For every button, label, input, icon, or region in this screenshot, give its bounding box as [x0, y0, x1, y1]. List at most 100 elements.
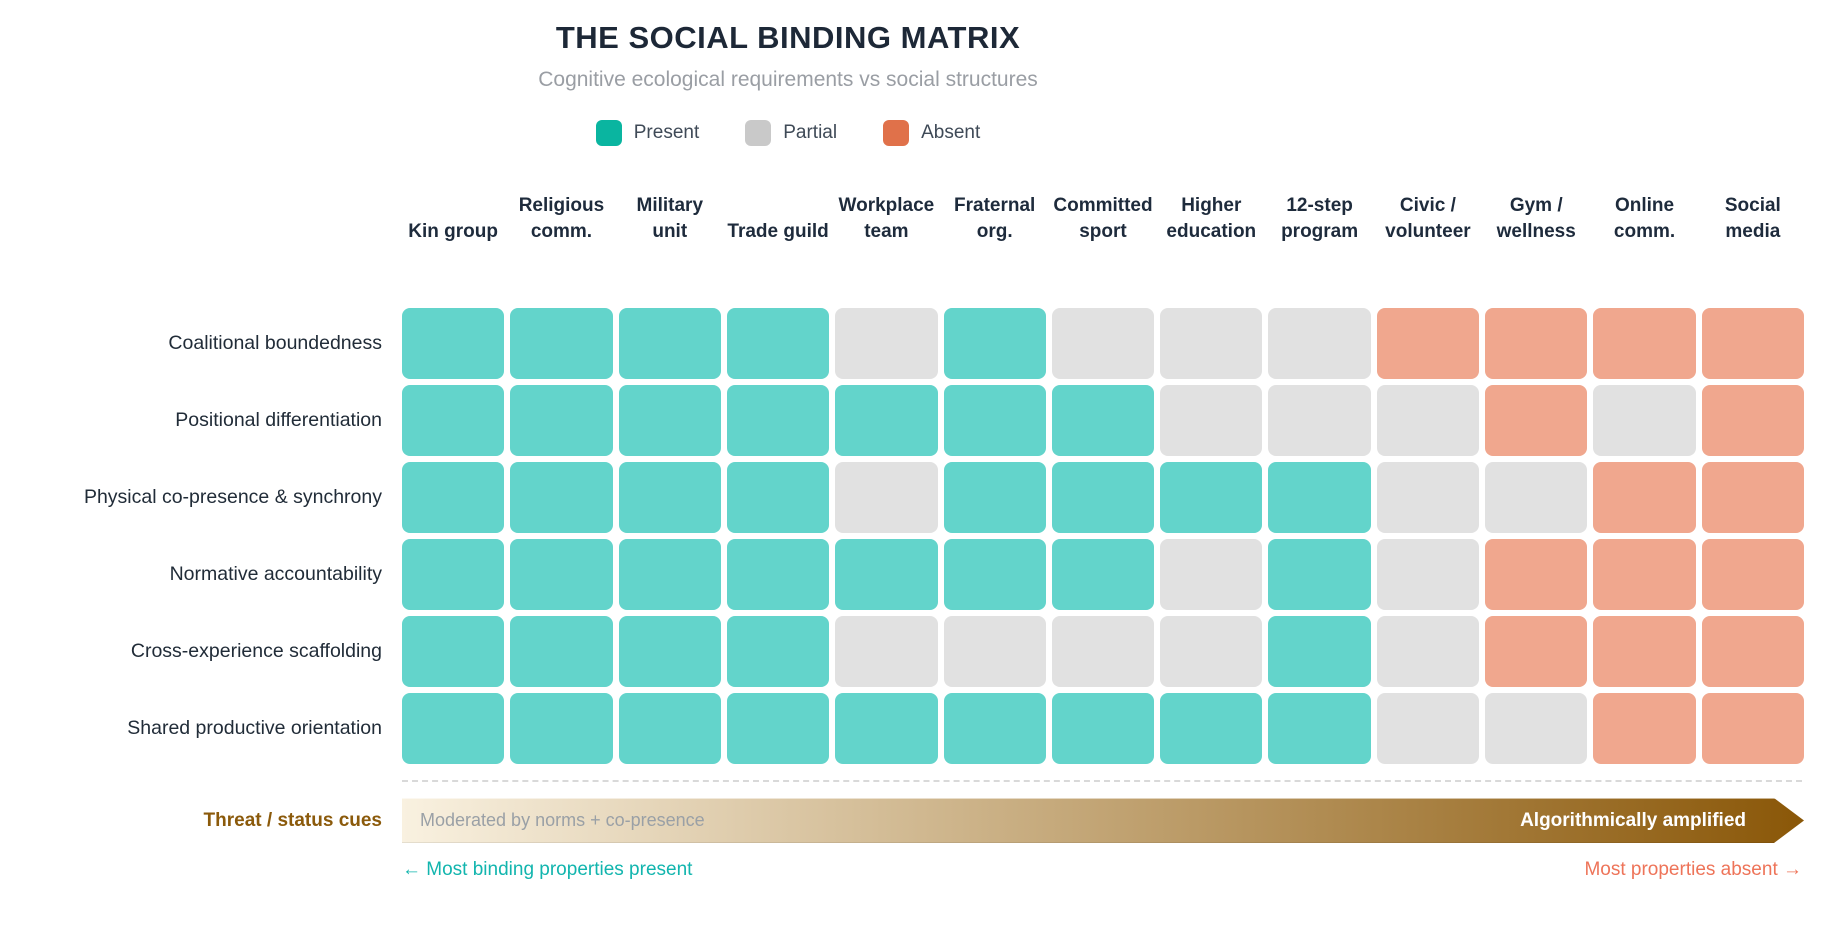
matrix-cell-present [1268, 539, 1371, 610]
legend-item-present: Present [595, 120, 700, 146]
legend-item-partial: Partial [745, 120, 837, 146]
footnote-most-binding: ← Most binding properties present [402, 859, 693, 880]
column-header: Social media [1724, 194, 1781, 243]
matrix-cell-partial [1376, 616, 1480, 687]
matrix-cell-present [726, 539, 830, 610]
matrix-cell-present [510, 616, 613, 687]
matrix-cell-present [1268, 693, 1371, 764]
footnotes: ← Most binding properties present Most p… [402, 859, 1802, 881]
column-header: Online comm. [1613, 194, 1676, 243]
matrix-cell-absent [1485, 539, 1588, 610]
row-label: Positional differentiation [175, 408, 382, 431]
matrix-cell-absent [1593, 693, 1696, 764]
matrix-cell-present [402, 308, 505, 379]
matrix-cell-present [402, 616, 505, 687]
matrix-cell-absent [1701, 385, 1804, 456]
matrix-cell-present [726, 462, 830, 533]
threat-bar-left-text: Moderated by norms + co-presence [420, 810, 705, 830]
matrix-cell-absent [1701, 308, 1804, 379]
column-headers-row: Kin group Religious comm. Military unit Tra… [64, 190, 1804, 246]
matrix-cell-partial [943, 616, 1046, 687]
legend-swatch-absent [883, 120, 910, 146]
matrix-cell-absent [1593, 308, 1696, 379]
column-header: 12-step program [1281, 194, 1359, 243]
chart-subtitle: Cognitive ecological requirements vs soc… [538, 68, 1038, 91]
matrix-cell-partial [835, 616, 938, 687]
row-label: Normative accountability [169, 562, 382, 585]
matrix-cell-partial [1268, 385, 1371, 456]
matrix-cell-present [1051, 693, 1155, 764]
matrix-cell-partial [835, 308, 938, 379]
threat-bar-right-text: Algorithmically amplified [1520, 809, 1746, 831]
matrix-cell-present [726, 308, 830, 379]
matrix-cell-partial [1160, 616, 1263, 687]
column-header: Civic / volunteer [1385, 194, 1471, 243]
matrix-cell-partial [1376, 693, 1480, 764]
matrix-cell-partial [1593, 385, 1696, 456]
column-header: Kin group [408, 221, 498, 243]
threat-row-label: Threat / status cues [203, 809, 382, 831]
header-spacer [64, 190, 396, 246]
matrix-cell-present [618, 616, 721, 687]
threat-gradient-arrow-bar: Moderated by norms + co-presence Algorit… [402, 798, 1804, 843]
matrix-cell-partial [1051, 616, 1155, 687]
column-header: Trade guild [727, 221, 829, 243]
matrix-cell-present [402, 385, 505, 456]
threat-status-row: Threat / status cues Moderated by norms … [64, 798, 1804, 843]
matrix-cell-partial [1376, 385, 1480, 456]
footnote-most-absent: Most properties absent → [1584, 859, 1802, 880]
matrix-cell-present [943, 539, 1046, 610]
matrix-cell-present [835, 539, 938, 610]
matrix-cell-partial [1160, 539, 1263, 610]
matrix-cell-present [618, 462, 721, 533]
row-label: Cross-experience scaffolding [130, 639, 382, 662]
matrix-cell-partial [1160, 308, 1263, 379]
matrix-cell-present [402, 693, 505, 764]
legend-swatch-partial [745, 120, 772, 146]
legend-label: Absent [921, 122, 981, 143]
matrix-cell-present [726, 385, 830, 456]
matrix-cell-absent [1485, 616, 1588, 687]
matrix-cell-present [943, 308, 1046, 379]
matrix-cell-present [1160, 462, 1263, 533]
matrix-cell-absent [1701, 693, 1804, 764]
matrix-cell-present [618, 385, 721, 456]
matrix: Kin group Religious comm. Military unit Tra… [64, 190, 1804, 764]
dashed-separator [402, 780, 1802, 782]
matrix-cell-present [510, 462, 613, 533]
matrix-body: Coalitional boundedness Positional differ… [64, 308, 1804, 764]
matrix-cell-absent [1701, 462, 1804, 533]
matrix-cell-absent [1376, 308, 1480, 379]
matrix-cell-partial [1485, 462, 1588, 533]
matrix-cell-partial [1051, 308, 1155, 379]
matrix-cell-partial [835, 462, 938, 533]
row-label: Physical co-presence & synchrony [83, 485, 382, 508]
matrix-cell-present [1051, 462, 1155, 533]
column-header: Religious comm. [518, 194, 605, 243]
legend-item-absent: Absent [883, 120, 980, 146]
column-header: Military unit [636, 194, 704, 243]
matrix-cell-present [835, 385, 938, 456]
column-header: Committed sport [1053, 194, 1153, 243]
legend: Present Partial Absent [0, 120, 1576, 146]
matrix-cell-present [1268, 462, 1371, 533]
page-title: THE SOCIAL BINDING MATRIX [555, 20, 1021, 55]
matrix-cell-present [943, 462, 1046, 533]
matrix-cell-present [726, 616, 830, 687]
legend-swatch-present [595, 120, 622, 146]
matrix-cell-present [1051, 539, 1155, 610]
legend-label: Present [633, 122, 700, 143]
matrix-cell-partial [1376, 539, 1480, 610]
matrix-cell-partial [1376, 462, 1480, 533]
row-label: Coalitional boundedness [168, 331, 382, 354]
matrix-cell-present [510, 693, 613, 764]
matrix-cell-absent [1485, 385, 1588, 456]
column-header: Fraternal org. [954, 194, 1036, 243]
matrix-cell-present [618, 693, 721, 764]
matrix-cell-absent [1593, 616, 1696, 687]
column-header: Workplace team [838, 194, 935, 243]
matrix-cell-present [510, 539, 613, 610]
matrix-cell-present [510, 385, 613, 456]
matrix-cell-present [726, 693, 830, 764]
matrix-cell-partial [1268, 308, 1371, 379]
